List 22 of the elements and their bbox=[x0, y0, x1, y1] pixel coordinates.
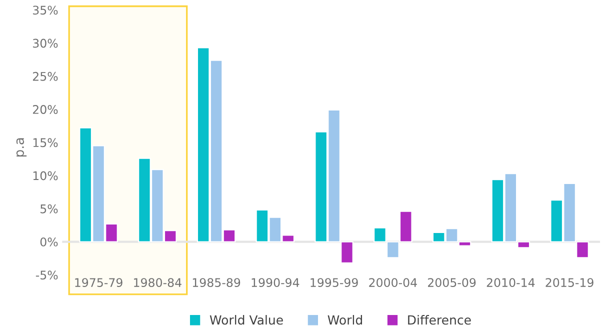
legend-label: World Value bbox=[210, 315, 283, 325]
x-tick-label: 1975-79 bbox=[75, 278, 122, 288]
legend-label: World bbox=[328, 315, 362, 325]
y-tick-label: 30% bbox=[33, 38, 58, 48]
x-tick-label: 2000-04 bbox=[369, 278, 417, 288]
y-tick-label: 20% bbox=[32, 105, 58, 114]
y-tick-label: 0% bbox=[40, 238, 58, 246]
x-tick-label: 1995-99 bbox=[310, 278, 358, 288]
x-tick-label: 2010-14 bbox=[486, 278, 535, 288]
y-tick-label: 5% bbox=[40, 204, 58, 214]
legend-label: Difference bbox=[408, 315, 471, 325]
x-tick-label: 1985-89 bbox=[192, 278, 240, 288]
y-tick-label: 15% bbox=[33, 138, 58, 148]
y-tick-label: 25% bbox=[32, 72, 58, 81]
x-tick-label: 1980-84 bbox=[134, 278, 182, 288]
x-tick-label: 2015-19 bbox=[546, 278, 594, 288]
y-tick-label: 10% bbox=[33, 171, 58, 180]
x-tick-label: 2005-09 bbox=[428, 278, 476, 288]
y-tick-label: -5% bbox=[36, 270, 58, 280]
y-tick-label: 35% bbox=[33, 6, 58, 15]
x-tick-label: 1990-94 bbox=[252, 278, 300, 288]
y-axis-title: p.a bbox=[16, 138, 27, 157]
